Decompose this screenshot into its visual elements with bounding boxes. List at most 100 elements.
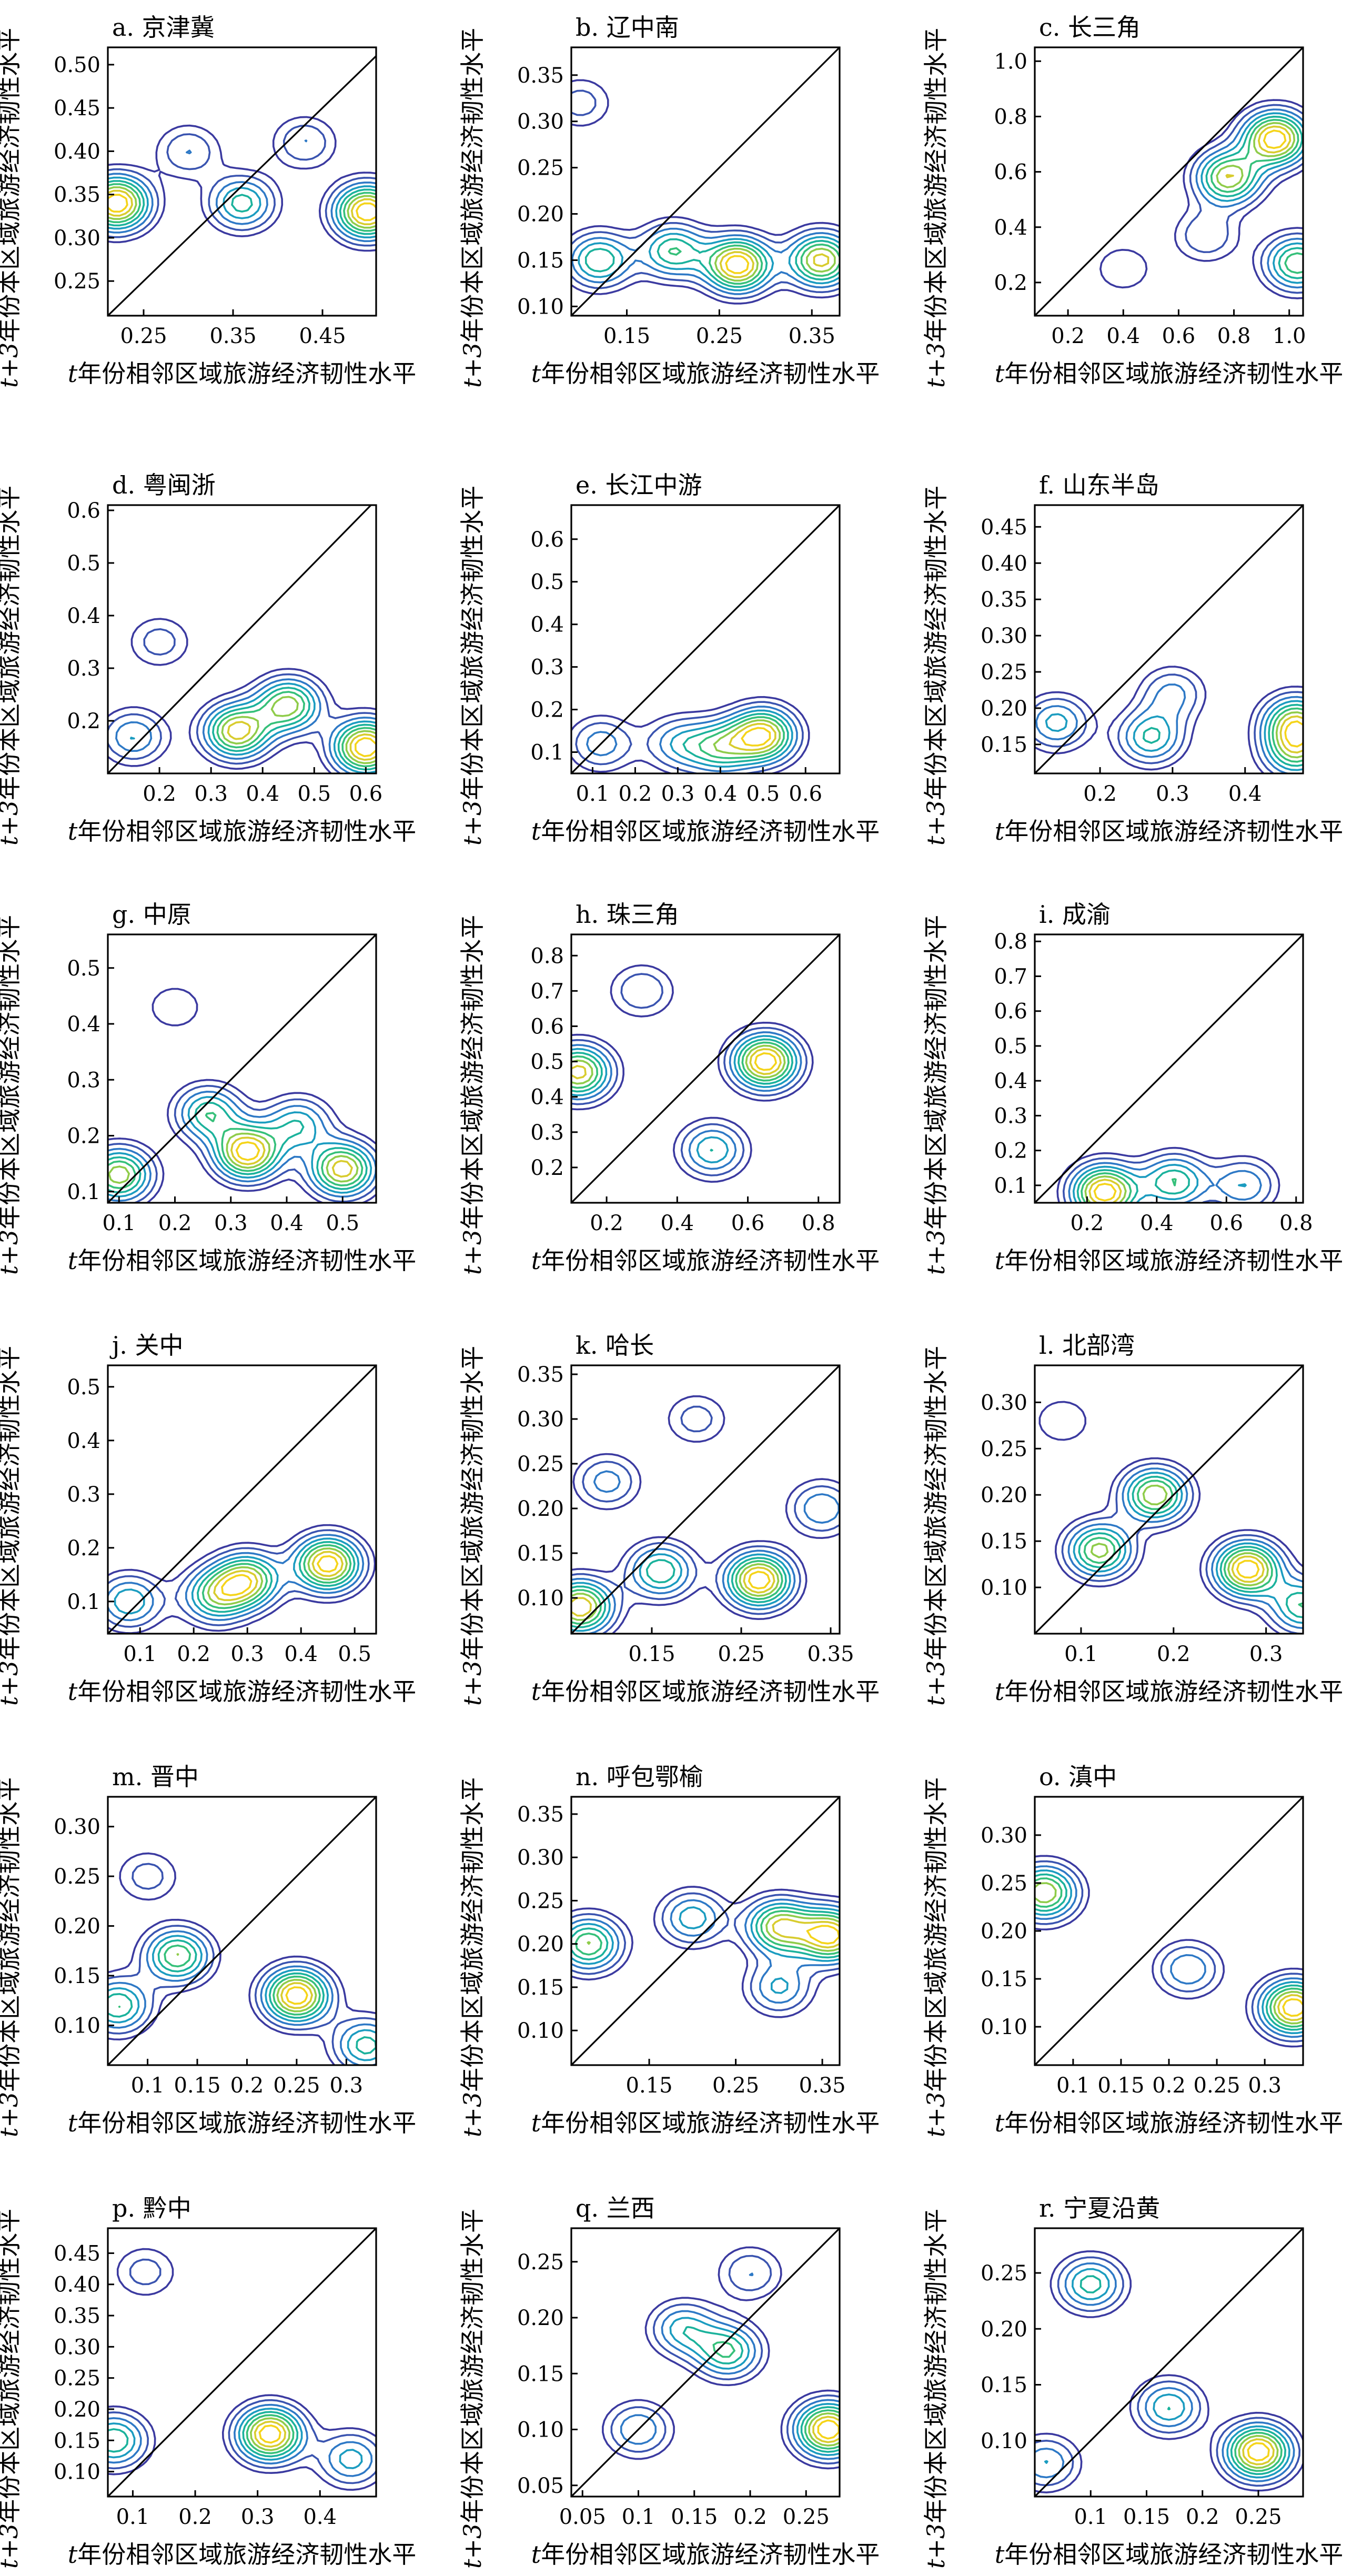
contour-level-5 xyxy=(584,238,840,288)
contour-level-3 xyxy=(1067,1467,1303,1629)
contour-level-6 xyxy=(246,2414,295,2454)
contour-lines xyxy=(108,116,376,252)
x-tick-label: 0.2 xyxy=(177,1642,210,1666)
diagonal-line xyxy=(1035,1797,1303,2065)
y-tick-label: 0.10 xyxy=(517,2418,564,2442)
y-tick-label: 0.3 xyxy=(67,1483,100,1507)
contour-level-7 xyxy=(108,186,376,229)
panel-12: 0.1 0.2 0.3 0.10 0.15 0.20 0.25 0.30 l. 北部湾 t年份相邻… xyxy=(922,1331,1343,1706)
contour-level-1 xyxy=(1099,99,1303,299)
x-tick-label: 0.4 xyxy=(246,782,279,806)
diagonal-line xyxy=(108,505,372,773)
panel-13: 0.1 0.15 0.2 0.25 0.3 0.10 0.15 0.20 0.25 0.30 m. … xyxy=(0,1763,416,2137)
x-tick-label: 0.25 xyxy=(120,324,167,348)
y-tick-label: 0.30 xyxy=(517,1846,564,1870)
y-tick-label: 0.30 xyxy=(54,226,100,250)
y-tick-label: 0.25 xyxy=(517,156,564,180)
y-tick-label: 0.6 xyxy=(994,160,1027,185)
diagonal-line xyxy=(108,1365,376,1634)
contour-level-9 xyxy=(1247,2442,1270,2462)
panel-3: 0.2 0.4 0.6 0.8 1.0 0.2 0.4 0.6 0.8 1.0 c. 长三角 t年份相… xyxy=(922,13,1343,388)
contour-level-5 xyxy=(571,1038,793,1152)
y-tick-label: 0.8 xyxy=(994,105,1027,129)
contour-lines xyxy=(108,988,376,1203)
contour-level-8 xyxy=(571,1566,775,1617)
x-tick-label: 0.3 xyxy=(330,2074,364,2098)
diagonal-line xyxy=(1035,2228,1303,2497)
diagonal-line xyxy=(571,1797,840,2065)
plot-frame xyxy=(107,1796,377,2066)
y-tick-label: 0.7 xyxy=(530,979,564,1003)
x-tick-label: 0.25 xyxy=(712,2074,759,2098)
x-tick-label: 0.2 xyxy=(1152,2074,1186,2098)
contour-level-9 xyxy=(725,255,750,274)
y-tick-label: 0.10 xyxy=(517,295,564,319)
y-tick-label: 0.2 xyxy=(67,1536,100,1561)
x-tick-label: 0.35 xyxy=(807,1642,854,1666)
contour-level-3 xyxy=(108,2403,373,2477)
x-tick-label: 0.4 xyxy=(1228,782,1262,806)
x-axis-label: t年份相邻区域旅游经济韧性水平 xyxy=(68,1677,417,1706)
y-axis-label: t+3年份本区域旅游经济韧性水平 xyxy=(922,486,950,846)
contour-level-4 xyxy=(571,1035,798,1164)
contour-level-6 xyxy=(1035,1877,1303,2028)
x-axis-label: t年份相邻区域旅游经济韧性水平 xyxy=(531,817,880,846)
contour-level-4 xyxy=(578,233,840,291)
panel-title: c. 长三角 xyxy=(1039,13,1141,42)
y-tick-label: 0.10 xyxy=(517,1586,564,1611)
y-axis-label: t+3年份本区域旅游经济韧性水平 xyxy=(458,915,487,1275)
panel-8: 0.2 0.4 0.6 0.8 0.2 0.3 0.4 0.5 0.6 0.7 0.8 h. 珠三角 t… xyxy=(458,900,880,1275)
contour-level-8 xyxy=(108,189,376,225)
y-tick-label: 0.25 xyxy=(54,1865,100,1889)
panel-title: r. 宁夏沿黄 xyxy=(1039,2194,1160,2222)
panel-7: 0.1 0.2 0.3 0.4 0.5 0.1 0.2 0.3 0.4 0.5 g. 中原 t年份相邻… xyxy=(0,900,416,1275)
contour-level-5 xyxy=(212,687,376,771)
x-tick-label: 0.1 xyxy=(116,2505,150,2529)
contour-level-4 xyxy=(108,1935,376,2061)
x-axis-label: t年份相邻区域旅游经济韧性水平 xyxy=(68,817,417,846)
contour-level-1 xyxy=(571,1395,840,1634)
x-tick-label: 0.35 xyxy=(789,324,835,348)
plot-frame xyxy=(570,1796,841,2066)
y-tick-label: 0.20 xyxy=(54,2398,100,2422)
contour-level-1 xyxy=(108,1852,376,2065)
contour-level-6 xyxy=(1210,118,1303,274)
y-tick-label: 0.6 xyxy=(994,1000,1027,1024)
y-tick-label: 0.20 xyxy=(517,2306,564,2330)
contour-level-3 xyxy=(1035,2262,1295,2482)
x-axis-label: t年份相邻区域旅游经济韧性水平 xyxy=(68,2540,417,2569)
plot-frame xyxy=(107,1364,377,1635)
contour-level-8 xyxy=(230,1136,353,1178)
contour-level-8 xyxy=(227,721,376,761)
contour-level-3 xyxy=(1035,683,1303,773)
panel-2: 0.15 0.25 0.35 0.10 0.15 0.20 0.25 0.30 0.35 b. 辽… xyxy=(458,13,880,388)
contour-level-9 xyxy=(258,2424,281,2444)
y-tick-label: 0.45 xyxy=(54,96,100,120)
y-tick-label: 0.35 xyxy=(54,183,100,207)
panel-title: a. 京津冀 xyxy=(112,13,215,42)
y-tick-label: 0.35 xyxy=(517,64,564,88)
contour-level-4 xyxy=(1072,1164,1247,1203)
panel-title: b. 辽中南 xyxy=(576,13,679,42)
contour-lines xyxy=(571,79,840,305)
x-tick-label: 0.1 xyxy=(1074,2505,1107,2529)
y-tick-label: 0.15 xyxy=(517,248,564,273)
contour-level-8 xyxy=(1088,1179,1122,1203)
contour-level-6 xyxy=(216,691,376,768)
contour-level-9 xyxy=(741,727,771,747)
x-tick-label: 0.1 xyxy=(1064,1642,1098,1666)
x-axis-label: t年份相邻区域旅游经济韧性水平 xyxy=(68,1246,417,1275)
contour-level-8 xyxy=(1277,1994,1303,2021)
plot-frame xyxy=(107,2227,377,2498)
contour-level-2 xyxy=(108,124,376,247)
contour-level-1 xyxy=(571,696,810,773)
x-tick-label: 0.3 xyxy=(241,2505,275,2529)
contour-level-5 xyxy=(571,1906,840,1960)
y-tick-label: 0.15 xyxy=(981,1967,1027,1991)
contour-level-6 xyxy=(1234,2431,1283,2472)
y-tick-label: 0.30 xyxy=(517,1407,564,1432)
contour-level-9 xyxy=(1284,720,1303,748)
x-axis-label: t年份相邻区域旅游经济韧性水平 xyxy=(531,1677,880,1706)
y-tick-label: 0.4 xyxy=(67,1429,100,1453)
